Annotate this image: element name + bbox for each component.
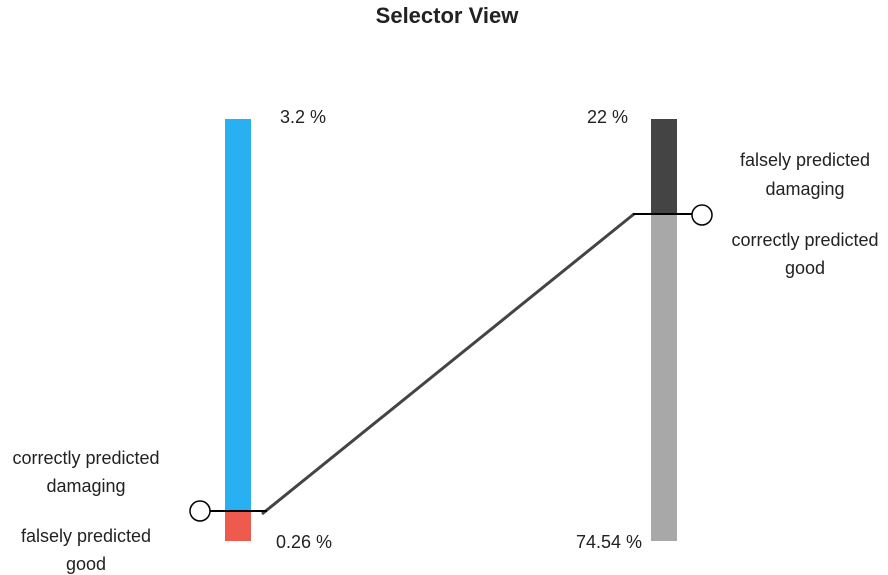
left-bottom-value: 0.26 % — [276, 532, 332, 552]
right-handle[interactable] — [691, 204, 713, 226]
left-upper-segment[interactable] — [225, 119, 251, 512]
right-bottom-value: 74.54 % — [576, 532, 642, 552]
left-lower-label: falsely predicted — [21, 526, 151, 546]
left-upper-label: correctly predicted — [12, 448, 159, 468]
right-upper-label: falsely predicted — [740, 150, 870, 170]
right-lower-segment[interactable] — [651, 215, 677, 541]
left-top-value: 3.2 % — [280, 107, 326, 127]
left-lower-segment[interactable] — [225, 512, 251, 541]
left-handle[interactable] — [189, 500, 211, 522]
right-top-value: 22 % — [587, 107, 628, 127]
right-lower-label: correctly predicted — [731, 230, 878, 250]
left-lower-label: good — [66, 554, 106, 574]
right-upper-label: damaging — [765, 179, 844, 199]
connector — [261, 212, 635, 516]
left-upper-label: damaging — [46, 476, 125, 496]
title: Selector View — [376, 3, 520, 28]
right-upper-segment[interactable] — [651, 119, 677, 215]
right-lower-label: good — [785, 258, 825, 278]
